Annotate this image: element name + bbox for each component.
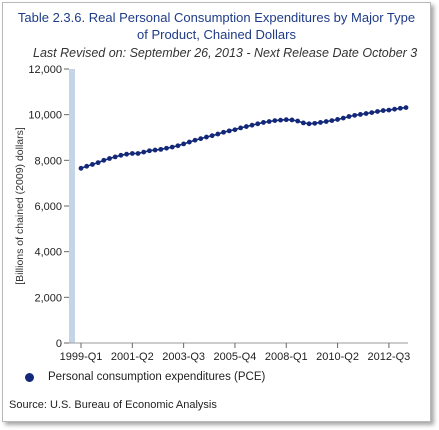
data-point [255, 121, 261, 127]
data-point [84, 163, 90, 169]
x-tick-label: 2005-Q4 [214, 351, 257, 363]
data-point [403, 105, 409, 110]
data-point [386, 107, 392, 113]
legend-label: Personal consumption expenditures (PCE) [48, 371, 266, 383]
data-point [329, 118, 335, 124]
data-point [266, 119, 272, 124]
chart-frame: Table 2.3.6. Real Personal Consumption E… [2, 2, 431, 422]
x-tick-label: 1999-Q1 [60, 351, 103, 363]
legend: Personal consumption expenditures (PCE) [25, 371, 265, 383]
data-point [352, 112, 358, 118]
data-point [375, 109, 380, 114]
data-point [152, 147, 158, 153]
data-point [221, 129, 226, 135]
data-point [249, 122, 255, 128]
x-tick-label: 2001-Q2 [111, 351, 154, 363]
data-point [392, 106, 397, 112]
y-tick-label: 2,000 [34, 292, 62, 304]
chart-title: Table 2.3.6. Real Personal Consumption E… [17, 10, 416, 42]
data-point [95, 160, 101, 166]
x-tick-label: 2003-Q3 [162, 351, 205, 363]
data-point [164, 145, 169, 151]
y-tick-label: 6,000 [34, 201, 62, 213]
data-point [323, 119, 329, 124]
data-point [135, 151, 141, 156]
chart-subtitle: Last Revised on: September 26, 2013 - Ne… [33, 46, 418, 60]
source-note: Source: U.S. Bureau of Economic Analysis [9, 399, 217, 411]
data-point [272, 118, 278, 124]
data-point [90, 162, 95, 167]
data-point [209, 133, 215, 139]
data-point [369, 110, 375, 116]
data-point [169, 144, 175, 150]
x-tick-label: 2008-Q1 [265, 351, 308, 363]
series-line [80, 106, 407, 170]
data-point [278, 117, 283, 123]
data-point [380, 108, 386, 113]
y-tick-label: 8,000 [34, 155, 62, 167]
data-point [118, 152, 124, 158]
x-tick-label: 2012-Q3 [367, 351, 410, 363]
y-axis-label: [Billions of chained (2009) dollars] [14, 127, 26, 285]
data-point [397, 105, 403, 111]
data-point [283, 117, 289, 123]
data-point [186, 139, 192, 145]
y-axis-band [69, 69, 75, 343]
data-point [112, 154, 118, 160]
legend-marker [25, 372, 34, 382]
data-point [107, 156, 112, 161]
data-point [141, 149, 147, 155]
data-point [192, 137, 198, 143]
data-point [198, 136, 204, 142]
data-point [300, 120, 306, 126]
data-point [295, 118, 301, 124]
data-point [175, 143, 181, 149]
data-point [158, 146, 164, 152]
x-tick-label: 2010-Q2 [316, 351, 359, 363]
data-point [340, 115, 346, 121]
y-tick-label: 10,000 [28, 110, 62, 122]
data-point [243, 124, 249, 129]
data-point [357, 112, 363, 117]
data-point [318, 120, 323, 125]
data-point [215, 131, 221, 137]
data-point [204, 134, 209, 140]
data-point [78, 165, 84, 171]
data-point [261, 120, 266, 125]
data-point [226, 128, 232, 134]
data-point [363, 111, 369, 116]
data-point [232, 127, 238, 133]
data-point [147, 148, 152, 154]
data-point [124, 151, 130, 157]
data-point [238, 125, 244, 131]
data-point [346, 114, 352, 119]
data-point [129, 151, 135, 156]
data-point [335, 117, 340, 122]
data-point [181, 141, 187, 147]
y-tick-label: 12,000 [28, 64, 62, 76]
y-tick-label: 4,000 [34, 247, 62, 259]
line-chart: 0 2,000 4,000 6,000 8,000 10,000 12,000 1999-Q1… [14, 64, 410, 363]
data-point [306, 121, 312, 127]
data-point [101, 157, 107, 163]
y-tick-label: 0 [56, 338, 62, 350]
data-point [289, 117, 295, 123]
data-point [312, 120, 318, 126]
